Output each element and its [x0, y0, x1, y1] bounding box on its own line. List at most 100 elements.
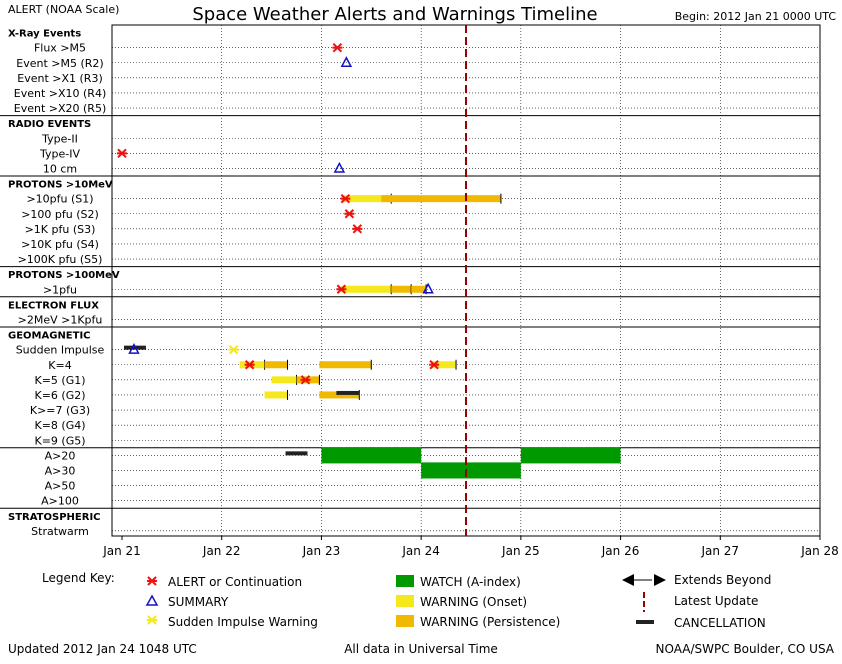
chart-marks	[117, 25, 621, 536]
row-label: Event >X1 (R3)	[17, 72, 102, 85]
bar-watch	[520, 447, 621, 464]
row-label: >2MeV >1Kpfu	[18, 313, 103, 326]
row-label: Stratwarm	[31, 525, 89, 538]
summary-mark	[128, 343, 140, 354]
legend-watch-label: WATCH (A-index)	[420, 575, 521, 589]
alert-mark	[244, 360, 255, 370]
x-tick-label: Jan 22	[202, 544, 241, 558]
cancellation-mark	[336, 390, 360, 395]
row-label: A>30	[45, 464, 76, 477]
x-tick-label: Jan 27	[700, 544, 739, 558]
header-begin: Begin: 2012 Jan 21 0000 UTC	[675, 10, 837, 23]
x-tick-label: Jan 21	[102, 544, 141, 558]
row-label: A>20	[45, 449, 76, 462]
bar-onset	[264, 391, 288, 399]
section-title: PROTONS >10MeV	[8, 180, 113, 191]
row-label: >1pfu	[43, 283, 77, 296]
row-label: Event >X10 (R4)	[14, 87, 106, 100]
legend-extends-icon	[622, 574, 666, 586]
footer-updated: Updated 2012 Jan 24 1048 UTC	[8, 642, 197, 656]
bar-persist	[381, 195, 501, 203]
legend-extends-label: Extends Beyond	[674, 573, 771, 587]
section-title: PROTONS >100MeV	[8, 270, 120, 281]
summary-mark	[340, 56, 353, 67]
alert-mark	[340, 193, 351, 204]
legend-summary-label: SUMMARY	[168, 595, 229, 609]
header-left: ALERT (NOAA Scale)	[8, 3, 119, 16]
footer-credit: NOAA/SWPC Boulder, CO USA	[656, 642, 835, 656]
bar-persist	[264, 361, 288, 369]
bar-onset	[271, 376, 297, 384]
row-label: >1K pfu (S3)	[25, 223, 96, 236]
legend-siw-label: Sudden Impulse Warning	[168, 615, 318, 629]
alert-mark	[336, 284, 347, 294]
row-label: >10pfu (S1)	[26, 193, 93, 206]
section-title: ELECTRON FLUX	[8, 300, 99, 311]
bar-onset	[341, 285, 392, 293]
row-label: K=9 (G5)	[34, 434, 85, 447]
row-label: K=8 (G4)	[34, 419, 85, 432]
alert-mark	[300, 375, 311, 385]
siw-mark	[228, 344, 239, 355]
bar-persist	[411, 285, 427, 293]
bar-watch	[321, 447, 422, 464]
footer-timezone: All data in Universal Time	[344, 642, 498, 656]
row-label: >100 pfu (S2)	[21, 208, 99, 221]
legend-update-label: Latest Update	[674, 594, 758, 608]
legend-alert-label: ALERT or Continuation	[168, 575, 302, 589]
legend-onset-swatch	[396, 595, 414, 607]
bar-watch	[421, 462, 521, 479]
alert-mark	[344, 209, 355, 219]
x-tick-label: Jan 26	[601, 544, 640, 558]
row-label: A>100	[41, 495, 79, 508]
alert-mark	[429, 360, 440, 370]
section-title: X-Ray Events	[8, 29, 81, 40]
section-title: STRATOSPHERIC	[8, 512, 101, 523]
legend-title: Legend Key:	[42, 571, 115, 585]
legend-alert-icon	[147, 576, 157, 586]
bar-persist	[391, 285, 412, 293]
legend-cancel-icon	[636, 620, 654, 624]
bar-persist	[319, 361, 372, 369]
row-labels: X-Ray Events Flux >M5 Event >M5 (R2) Event …	[8, 29, 120, 538]
row-label: >100K pfu (S5)	[18, 253, 103, 266]
alert-mark	[352, 224, 363, 234]
chart-title: Space Weather Alerts and Warnings Timeli…	[192, 4, 597, 25]
x-tick-label: Jan 28	[800, 544, 839, 558]
row-label: Type-IV	[39, 147, 80, 160]
legend-cancel-label: CANCELLATION	[674, 616, 766, 630]
row-label: K>=7 (G3)	[30, 404, 90, 417]
cancellation-mark	[285, 451, 308, 456]
x-tick-label: Jan 24	[401, 544, 440, 558]
row-label: Sudden Impulse	[16, 344, 105, 357]
section-title: RADIO EVENTS	[8, 119, 91, 130]
bar-onset	[341, 195, 392, 203]
row-label: A>50	[45, 480, 76, 493]
row-label: >10K pfu (S4)	[21, 238, 99, 251]
x-tick-label: Jan 25	[501, 544, 540, 558]
row-label: Event >M5 (R2)	[16, 57, 103, 70]
summary-mark	[333, 161, 346, 173]
row-label: K=5 (G1)	[34, 374, 85, 387]
row-label: 10 cm	[43, 162, 77, 175]
legend-watch-swatch	[396, 575, 414, 587]
alert-mark	[117, 148, 127, 159]
legend-summary-icon	[145, 594, 159, 606]
row-label: K=6 (G2)	[34, 389, 85, 402]
legend-persist-label: WARNING (Persistence)	[420, 615, 560, 629]
legend-persist-swatch	[396, 615, 414, 627]
alert-mark	[332, 42, 343, 53]
section-title: GEOMAGNETIC	[8, 331, 91, 342]
row-label: K=4	[48, 359, 71, 372]
legend-onset-label: WARNING (Onset)	[420, 595, 527, 609]
row-label: Flux >M5	[34, 42, 86, 55]
row-label: Type-II	[41, 132, 78, 145]
x-tick-label: Jan 23	[302, 544, 341, 558]
legend-siw-icon	[147, 615, 157, 625]
row-label: Event >X20 (R5)	[14, 102, 106, 115]
x-axis: Jan 21 Jan 22 Jan 23 Jan 24 Jan 25 Jan 26 Jan …	[102, 536, 839, 558]
bar-onset	[431, 361, 457, 369]
legend: Legend Key: ALERT or Continuation SUMMAR…	[42, 571, 771, 630]
summary-mark	[422, 282, 434, 294]
